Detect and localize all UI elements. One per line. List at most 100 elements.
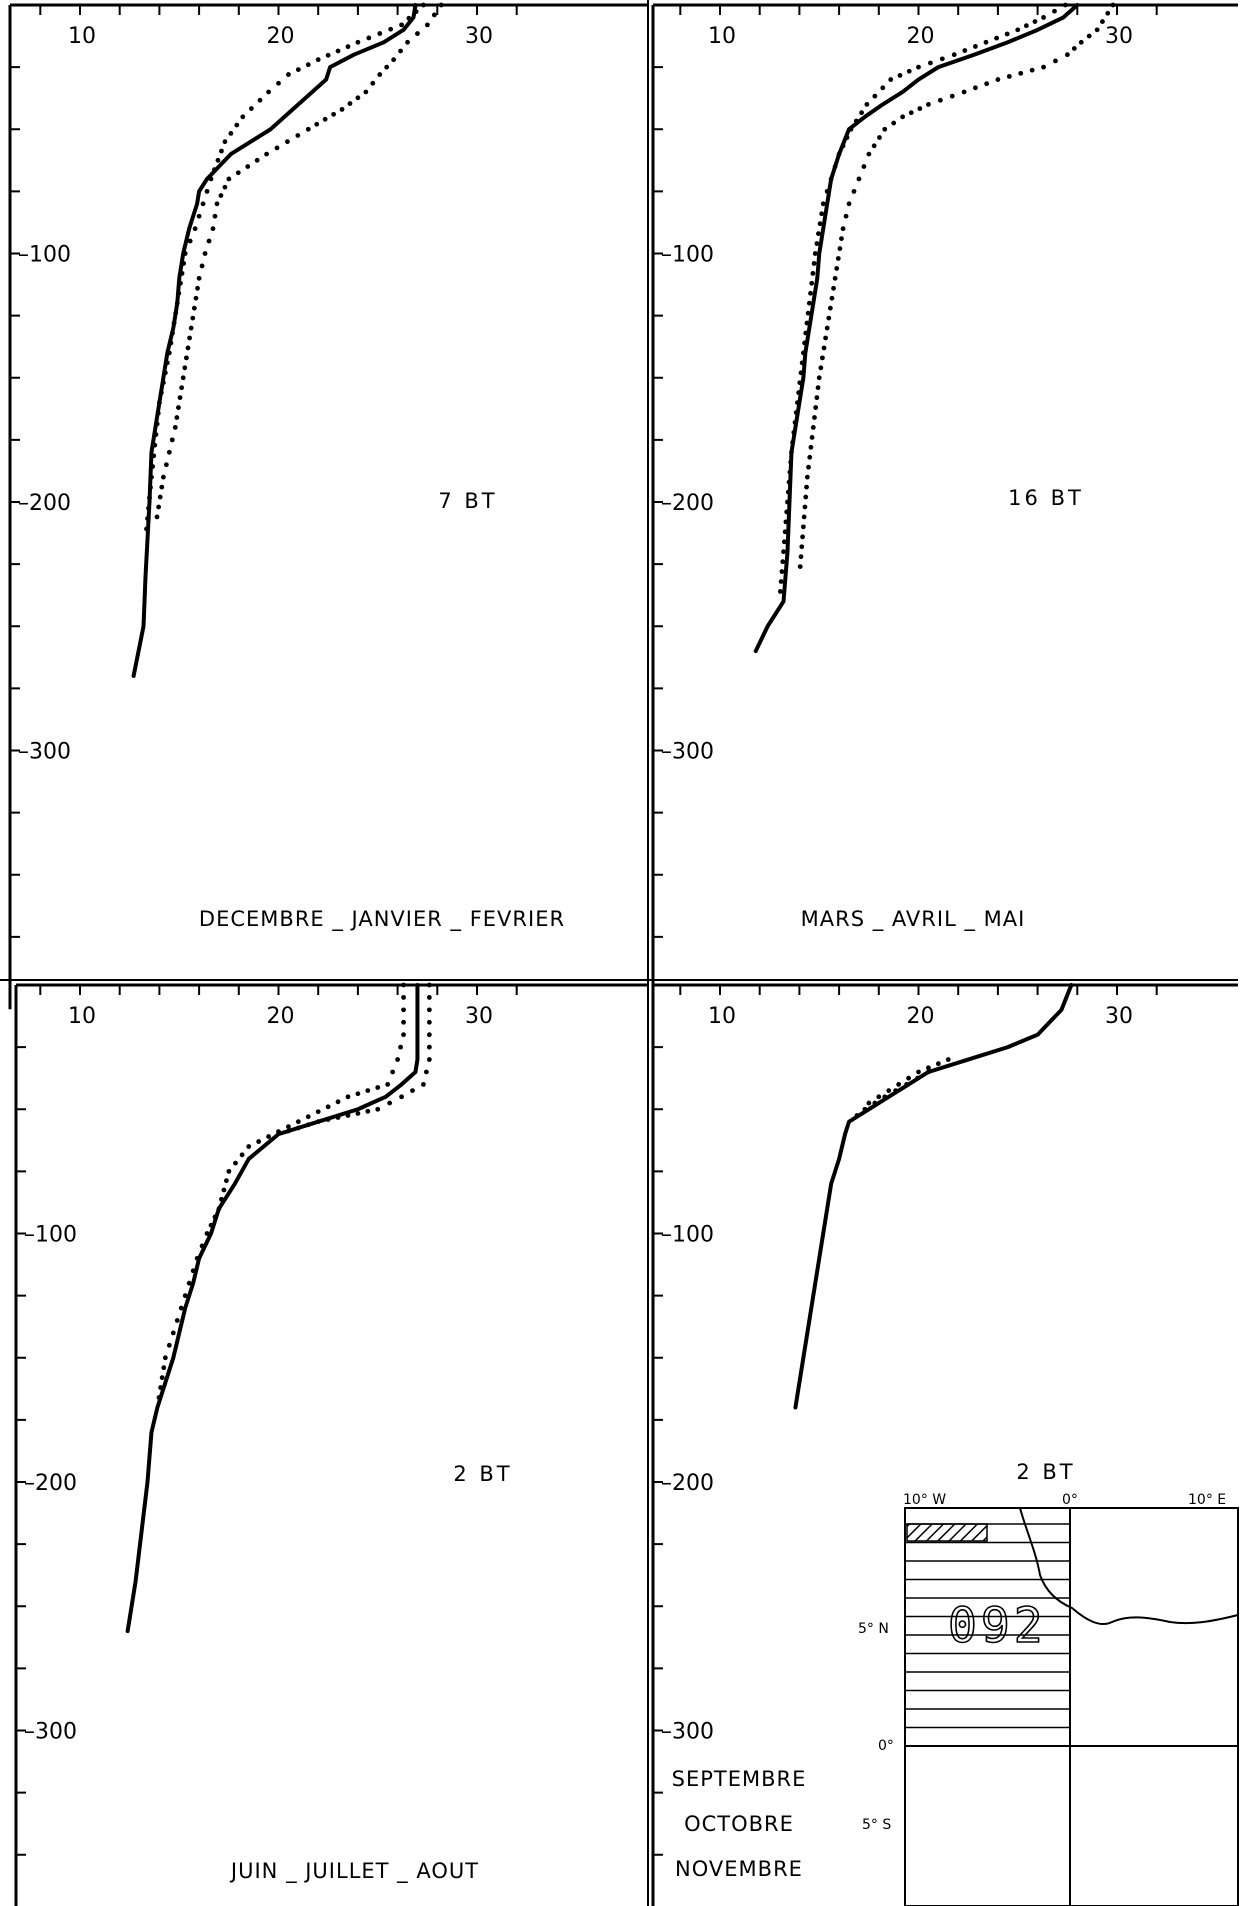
envelope-point	[154, 514, 160, 520]
envelope-point	[384, 64, 390, 70]
envelope-point	[190, 315, 196, 321]
envelope-point	[212, 213, 218, 219]
envelope-point	[1041, 15, 1046, 20]
envelope-point	[781, 549, 786, 555]
inset-coastline	[1019, 1507, 1239, 1626]
envelope-point	[187, 335, 192, 341]
envelope-point	[200, 201, 206, 207]
envelope-point	[355, 1110, 361, 1116]
envelope-point	[859, 110, 864, 116]
envelope-point	[166, 449, 172, 455]
x-tick-label-30: 30	[465, 24, 493, 49]
envelope-point	[322, 116, 328, 122]
envelope-point	[826, 315, 832, 321]
envelope-point	[1110, 2, 1116, 8]
panel-mar-apr-may: 10 20 30 –100 –200 –300 16 BT MARS _ AVRIL _ MA…	[643, 2, 1238, 1010]
envelope-point	[880, 85, 886, 91]
envelope-point	[816, 231, 821, 237]
envelope-point	[325, 1104, 331, 1110]
upper-envelope-dots	[866, 1057, 951, 1106]
envelope-point	[816, 375, 822, 381]
envelope-point	[159, 484, 165, 490]
envelope-point	[916, 1069, 921, 1075]
envelope-point	[363, 89, 369, 95]
x-tick-label-30: 30	[1105, 1004, 1133, 1029]
envelope-point	[195, 285, 200, 291]
envelope-point	[1015, 27, 1021, 33]
envelope-point	[818, 365, 824, 371]
envelope-point	[888, 77, 894, 82]
envelope-point	[314, 121, 320, 127]
envelope-point	[896, 1082, 902, 1087]
envelope-point	[325, 52, 331, 58]
envelope-point	[266, 1134, 271, 1139]
envelope-point	[170, 1330, 176, 1336]
envelope-point	[187, 238, 193, 244]
inset-hatched-area	[906, 1523, 988, 1542]
envelope-point	[233, 1160, 238, 1166]
bt-count-label: 16 BT	[1008, 486, 1084, 510]
envelope-point	[808, 290, 813, 296]
x-tick-label-20: 20	[267, 24, 295, 49]
envelope-point	[1086, 33, 1092, 39]
envelope-point	[799, 544, 805, 550]
envelope-point	[355, 1091, 361, 1097]
envelope-point	[385, 1082, 391, 1087]
envelope-point	[800, 524, 806, 530]
upper-envelope-dots	[154, 2, 444, 520]
envelope-point	[801, 514, 807, 520]
envelope-point	[196, 213, 202, 219]
envelope-point	[219, 148, 224, 154]
envelope-point	[423, 1069, 429, 1075]
season-label: DECEMBRE _ JANVIER _ FEVRIER	[199, 907, 565, 932]
bt-count-label: 2 BT	[453, 1462, 512, 1486]
envelope-point	[335, 48, 341, 54]
envelope-point	[812, 251, 818, 256]
y-tick-label-300: –300	[661, 740, 714, 765]
envelope-point	[174, 415, 180, 420]
envelope-point	[286, 72, 291, 77]
envelope-point	[820, 201, 826, 207]
envelope-point	[206, 238, 212, 244]
envelope-point	[226, 1168, 232, 1174]
lower-envelope-dots	[777, 2, 1068, 594]
envelope-point	[162, 1355, 168, 1361]
envelope-point	[827, 305, 833, 311]
envelope-point	[843, 213, 849, 219]
envelope-point	[305, 62, 311, 68]
panel-sep-oct-nov: 10 20 30 –100 –200 –300 2 BT SEPTEMBRE OCTOBRE NO…	[651, 983, 1238, 1906]
envelope-point	[295, 67, 301, 73]
envelope-point	[366, 35, 372, 41]
envelope-point	[426, 1007, 432, 1013]
envelope-point	[387, 1100, 393, 1106]
envelope-point	[204, 188, 210, 194]
envelope-point	[994, 35, 999, 41]
envelope-point	[295, 1119, 301, 1125]
envelope-point	[157, 494, 163, 500]
envelope-point	[831, 285, 836, 291]
envelope-point	[824, 325, 830, 331]
envelope-point	[804, 484, 809, 490]
envelope-point	[188, 325, 194, 331]
envelope-point	[819, 211, 825, 217]
envelope-point	[256, 1139, 262, 1144]
envelope-point	[817, 221, 823, 227]
envelope-point	[426, 1057, 432, 1062]
envelope-point	[401, 1032, 406, 1038]
envelope-point	[928, 60, 933, 66]
envelope-point	[809, 434, 815, 440]
envelope-point	[172, 425, 178, 430]
envelope-point	[355, 39, 361, 45]
envelope-point	[345, 1094, 351, 1100]
envelope-point	[839, 236, 844, 241]
envelope-point	[222, 184, 228, 190]
envelope-point	[276, 80, 281, 86]
envelope-point	[846, 201, 852, 207]
envelope-point	[159, 1375, 165, 1381]
envelope-point	[983, 39, 989, 45]
envelope-point	[254, 157, 260, 163]
envelope-point	[891, 120, 897, 126]
envelope-point	[339, 106, 345, 112]
envelope-point	[861, 164, 867, 169]
bt-count-label: 2 BT	[1016, 1460, 1075, 1484]
